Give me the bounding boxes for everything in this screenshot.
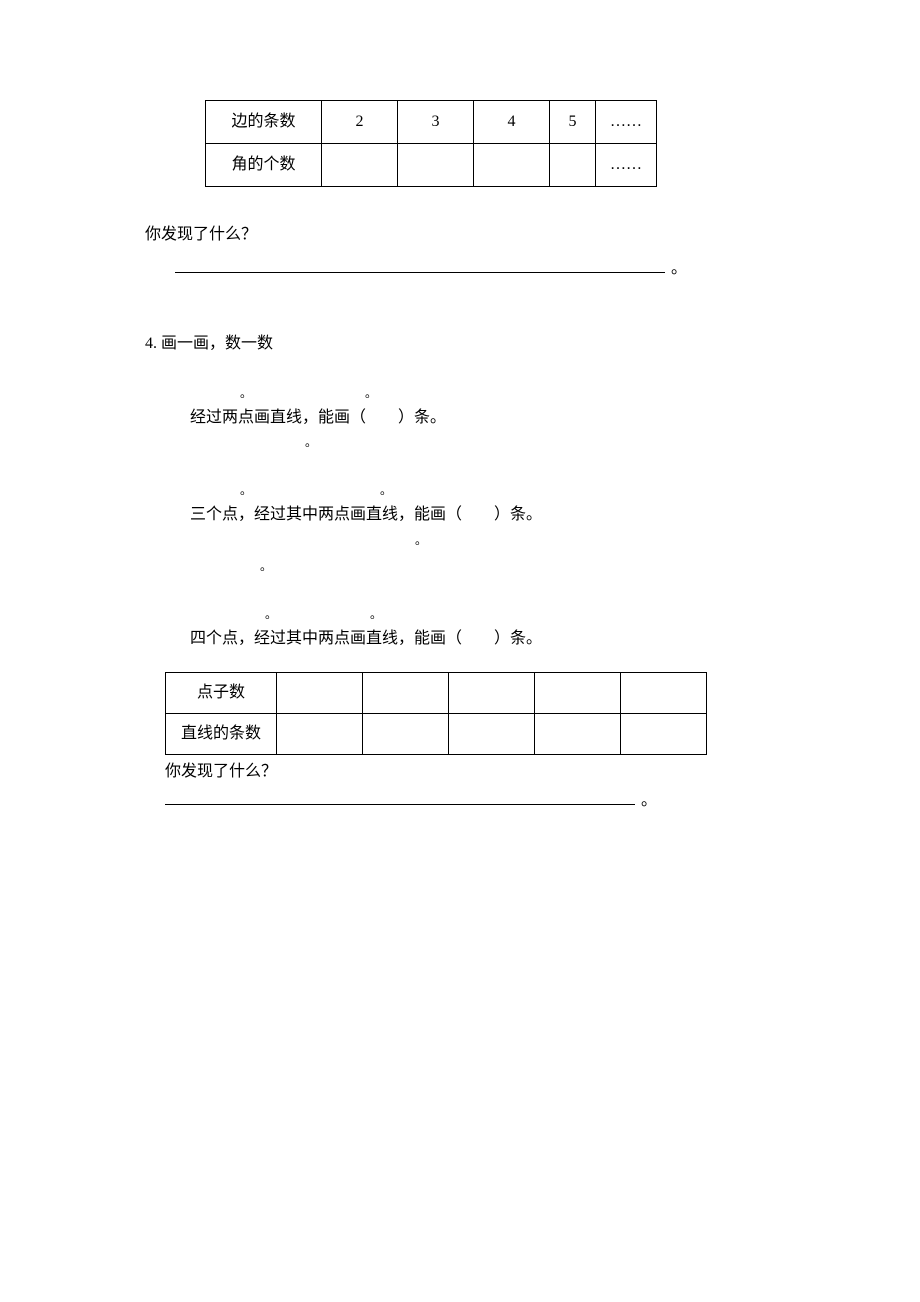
t1-r1c4 [550, 144, 596, 187]
dot-a2: 。 [365, 387, 377, 399]
item-4-heading: 4. 画一画，数一数 [145, 331, 790, 357]
sub1-text: 经过两点画直线，能画（ ）条。 [190, 405, 790, 431]
dot-b4: 。 [260, 560, 272, 572]
sub3-text: 四个点，经过其中两点画直线，能画（ ）条。 [190, 626, 790, 652]
sub-block-three-points: 。 。 三个点，经过其中两点画直线，能画（ ）条。 。 。 [190, 484, 790, 578]
t2-r1c4 [535, 713, 621, 754]
t2-r0c2 [363, 672, 449, 713]
dot-c1: 。 [265, 608, 277, 620]
t1-r0c3: 4 [474, 101, 550, 144]
t2-r0c1 [277, 672, 363, 713]
discover-question-1: 你发现了什么？ [145, 222, 790, 248]
t1-r1c5: …… [596, 144, 657, 187]
t2-r0c5 [621, 672, 707, 713]
dot-b3: 。 [415, 534, 427, 546]
t1-r1c0: 角的个数 [206, 144, 322, 187]
t2-r1c5 [621, 713, 707, 754]
t2-r1c0: 直线的条数 [166, 713, 277, 754]
t1-r0c1: 2 [322, 101, 398, 144]
t2-r0c4 [535, 672, 621, 713]
t1-r0c0: 边的条数 [206, 101, 322, 144]
dot-c2: 。 [370, 608, 382, 620]
t2-r0c0: 点子数 [166, 672, 277, 713]
sub-block-four-points: 。 。 四个点，经过其中两点画直线，能画（ ）条。 [190, 608, 790, 652]
t2-r1c2 [363, 713, 449, 754]
t1-r0c4: 5 [550, 101, 596, 144]
edges-angles-table: 边的条数 2 3 4 5 …… 角的个数 …… [205, 100, 657, 187]
period-2: 。 [641, 792, 657, 809]
t2-r1c1 [277, 713, 363, 754]
dot-a1: 。 [240, 387, 252, 399]
dot-b1: 。 [240, 484, 252, 496]
t1-r1c3 [474, 144, 550, 187]
discover-question-2: 你发现了什么？ [165, 759, 790, 785]
t1-r1c1 [322, 144, 398, 187]
dot-a3: 。 [305, 436, 317, 448]
t1-r0c5: …… [596, 101, 657, 144]
t1-r1c2 [398, 144, 474, 187]
points-lines-table: 点子数 直线的条数 [165, 672, 707, 755]
answer-blank-1: 。 [175, 256, 790, 282]
t1-r0c2: 3 [398, 101, 474, 144]
dot-b2: 。 [380, 484, 392, 496]
sub2-text: 三个点，经过其中两点画直线，能画（ ）条。 [190, 502, 790, 528]
t2-r1c3 [449, 713, 535, 754]
t2-r0c3 [449, 672, 535, 713]
period-1: 。 [671, 260, 687, 277]
answer-blank-2: 。 [165, 788, 790, 814]
sub-block-two-points: 。 。 经过两点画直线，能画（ ）条。 。 [190, 387, 790, 455]
